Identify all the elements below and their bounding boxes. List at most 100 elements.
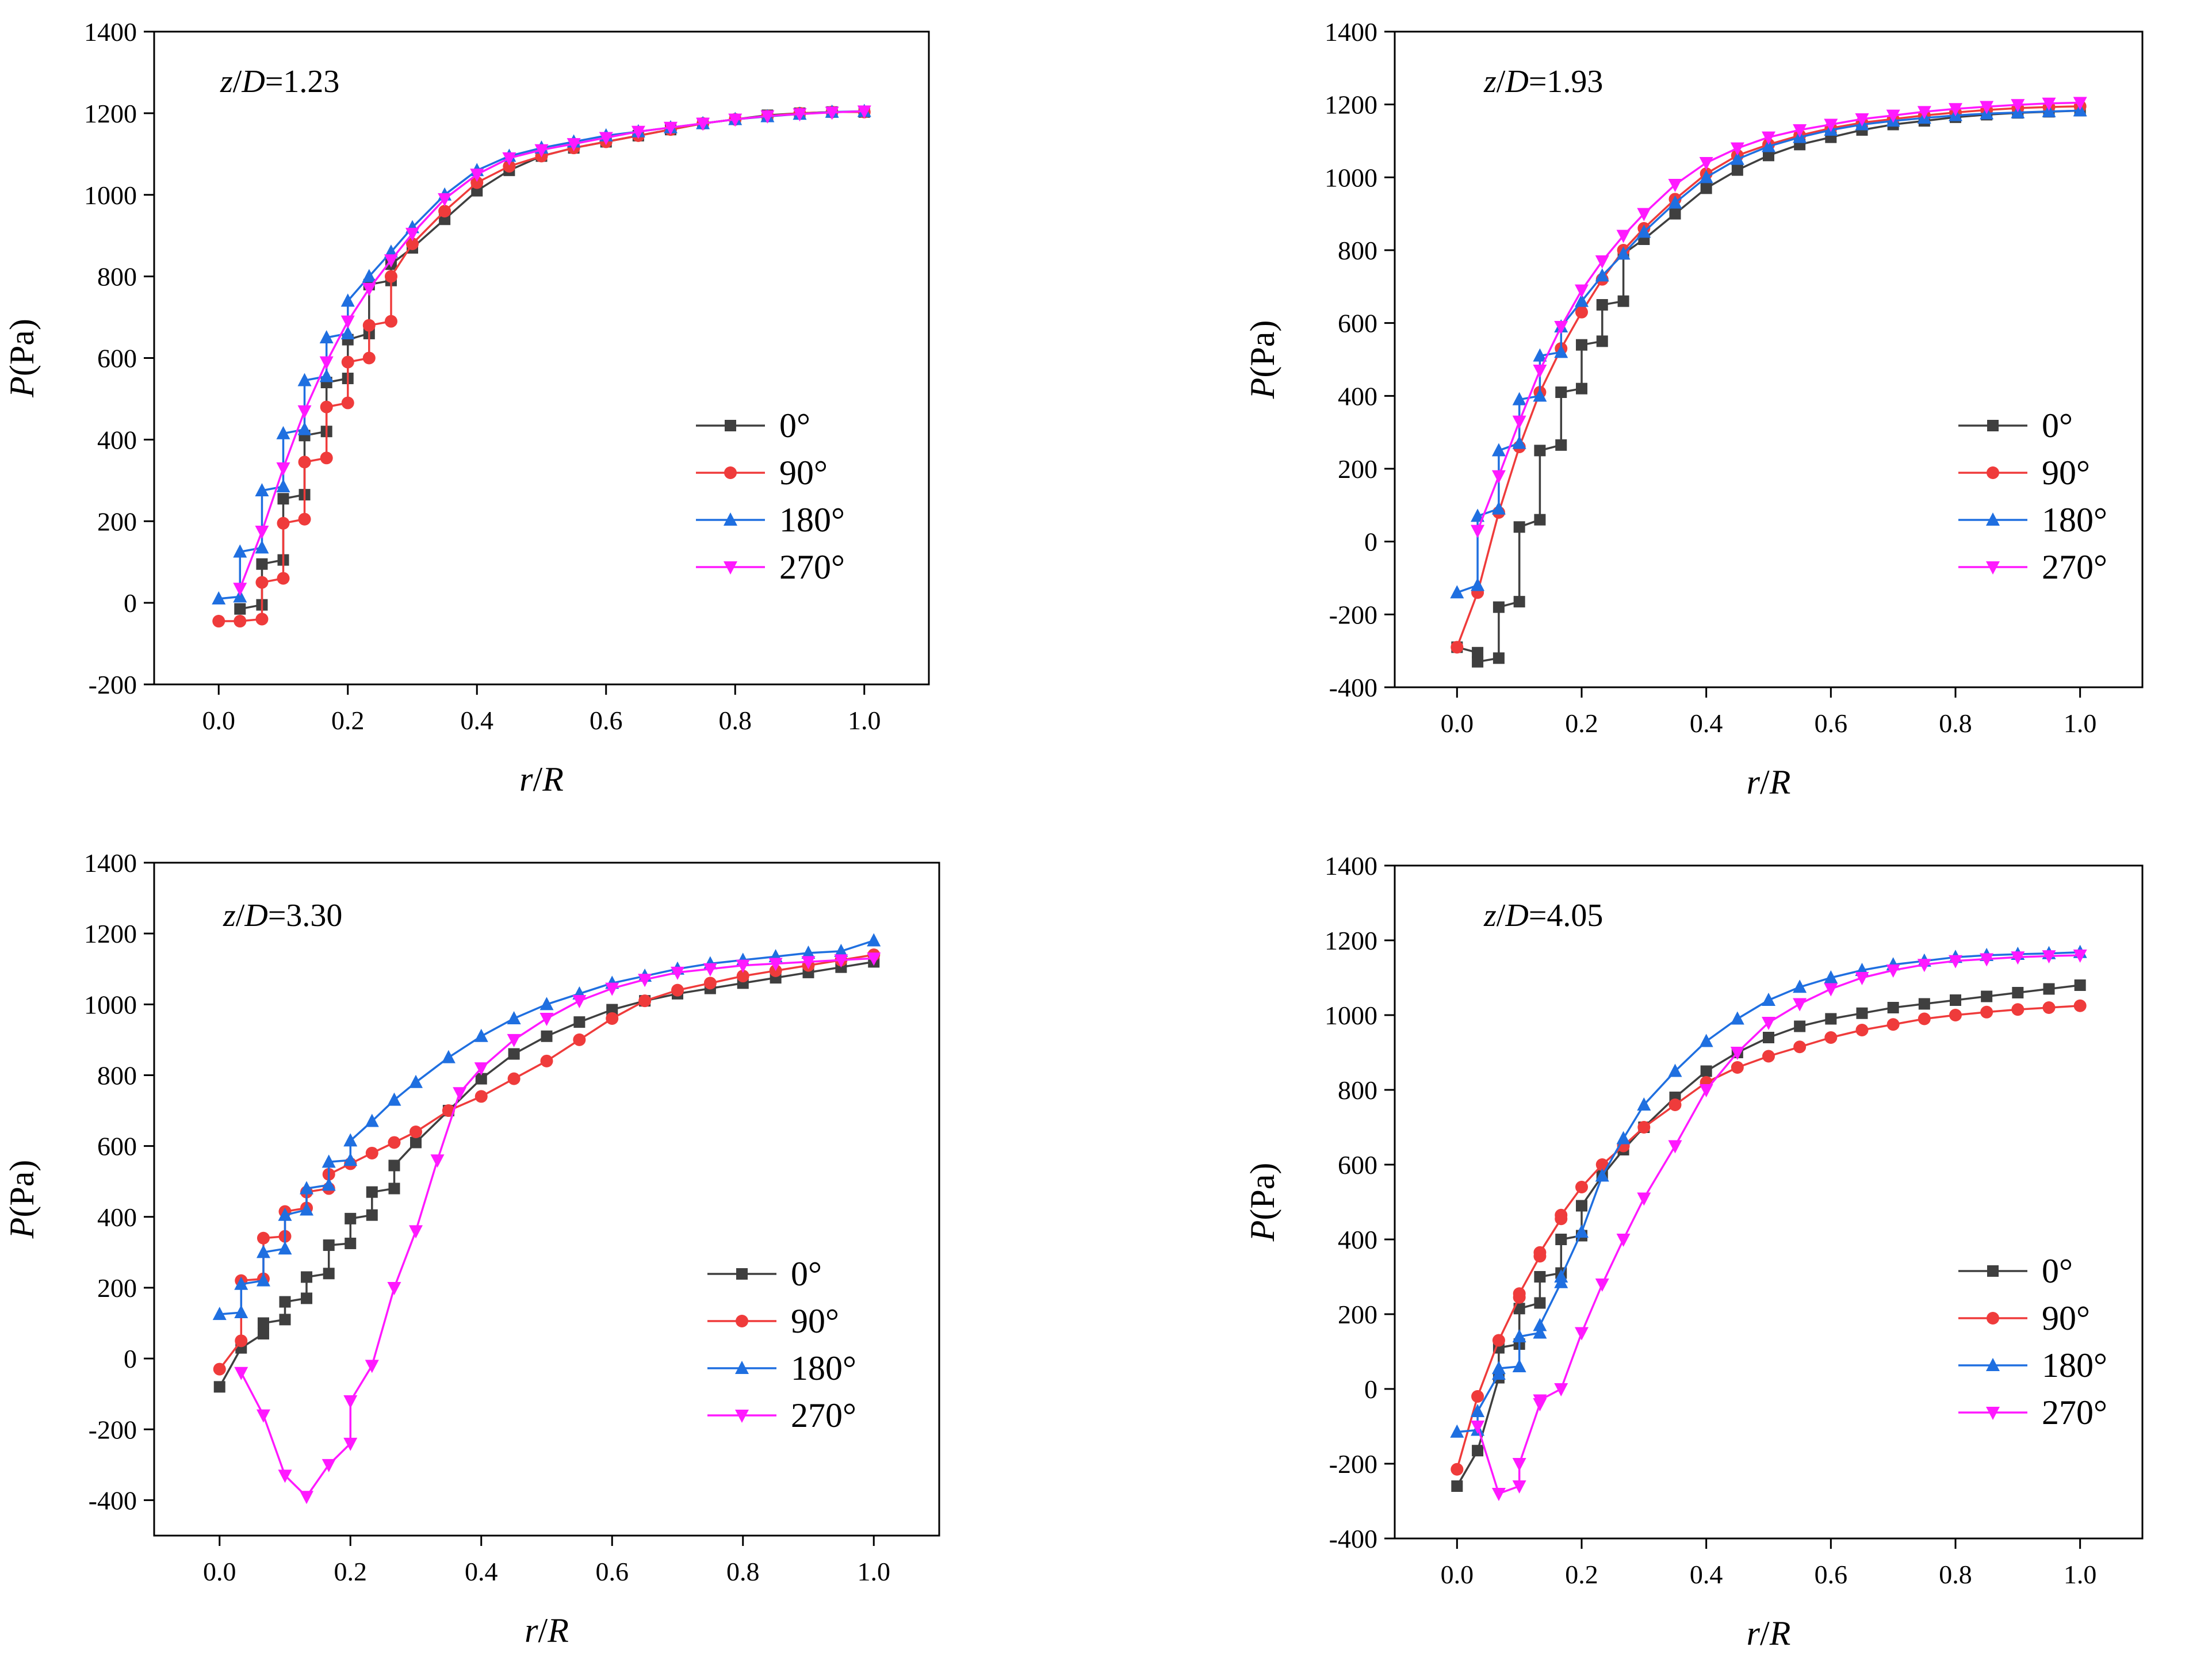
data-point — [341, 355, 354, 369]
legend: 0° 90° 180° 270° — [707, 1255, 856, 1434]
data-point — [1980, 953, 1994, 967]
data-point — [2042, 1001, 2056, 1014]
data-point — [1575, 293, 1589, 307]
data-point — [539, 997, 554, 1011]
data-point — [1492, 652, 1505, 664]
data-point — [1513, 596, 1525, 608]
legend-label: 270° — [791, 1396, 856, 1434]
x-tick-label: 1.0 — [848, 706, 881, 735]
data-point — [365, 1113, 379, 1127]
x-tick-label: 0.6 — [596, 1557, 629, 1586]
data-point — [343, 1153, 358, 1166]
legend: 0° 90° 180° 270° — [696, 407, 845, 586]
series-2 — [212, 105, 871, 628]
x-tick-label: 0.2 — [1565, 1560, 1598, 1589]
data-point — [470, 176, 484, 189]
data-point — [320, 451, 333, 465]
data-point — [365, 1360, 379, 1373]
chart-panel-4: 0.0 0.2 0.4 0.6 0.8 1.0 -400 -200 0 200 400 600 800 1… — [1243, 851, 2144, 1652]
data-point — [508, 1048, 520, 1060]
x-tick-label: 0.2 — [334, 1557, 368, 1586]
plot-area — [1450, 97, 2087, 668]
data-point — [1855, 1024, 1869, 1036]
data-point — [1731, 1061, 1744, 1074]
data-point — [1793, 979, 1807, 993]
data-point — [276, 479, 290, 492]
y-axis-label: P(Pa) — [1243, 320, 1281, 400]
data-point — [1450, 1424, 1464, 1438]
legend-label: 0° — [2042, 407, 2073, 445]
x-label-sep: / — [1760, 1614, 1770, 1652]
data-point — [341, 396, 354, 409]
data-point — [1595, 255, 1609, 269]
data-point — [1555, 1234, 1567, 1245]
data-point — [1980, 1005, 1993, 1019]
series-3 — [212, 104, 871, 605]
data-point — [1554, 321, 1568, 334]
data-point — [300, 1491, 314, 1505]
data-point — [387, 1092, 401, 1106]
data-point — [1554, 1383, 1568, 1396]
x-axis-label: r/R — [1747, 1614, 1791, 1652]
data-point — [233, 583, 247, 596]
plot-area — [212, 933, 881, 1505]
y-label-var: P — [3, 376, 41, 398]
data-point — [1616, 246, 1631, 260]
data-point — [388, 1182, 400, 1195]
series-1 — [1451, 105, 2086, 668]
data-point — [703, 977, 717, 990]
data-point — [278, 1241, 292, 1255]
data-point — [387, 1281, 401, 1295]
data-point — [539, 1012, 554, 1026]
x-label-var: R — [1769, 1614, 1791, 1652]
data-point — [441, 1050, 456, 1063]
y-tick-label: 1000 — [84, 990, 137, 1019]
legend-marker — [725, 420, 736, 431]
data-point — [1762, 993, 1775, 1006]
annotation-var: D — [1505, 64, 1528, 99]
x-label-sep: / — [538, 1612, 548, 1649]
y-tick-label: 200 — [97, 507, 137, 536]
data-point — [1471, 508, 1485, 522]
data-point — [323, 1239, 335, 1251]
data-point — [2011, 99, 2025, 113]
data-point — [1886, 964, 1900, 978]
data-point — [2043, 983, 2055, 995]
plot-frame — [153, 862, 940, 1537]
data-point — [1949, 1009, 1962, 1021]
y-tick-label: 400 — [97, 1203, 137, 1232]
y-axis-label: P(Pa) — [3, 319, 41, 398]
annotation-sep: / — [233, 64, 242, 99]
legend-label: 90° — [779, 454, 828, 492]
data-point — [255, 540, 269, 554]
data-point — [2011, 1003, 2025, 1016]
data-point — [793, 108, 807, 122]
data-point — [1472, 646, 1484, 659]
data-point — [703, 963, 717, 977]
x-tick-label: 0.2 — [331, 706, 365, 735]
data-point — [605, 982, 619, 996]
data-point — [1918, 1012, 1931, 1025]
data-point — [2012, 987, 2024, 998]
x-label-var: r — [519, 760, 533, 798]
data-point — [1668, 1063, 1682, 1077]
legend-marker — [724, 512, 737, 526]
y-tick-label: 0 — [124, 588, 137, 618]
data-point — [1575, 305, 1588, 319]
x-tick-label: 0.0 — [203, 1557, 236, 1586]
data-point — [2073, 97, 2087, 110]
data-point — [1730, 151, 1744, 165]
plot-frame — [1394, 30, 2144, 688]
data-point — [1595, 1279, 1609, 1292]
legend-marker — [1987, 420, 1999, 431]
data-point — [2011, 951, 2025, 965]
legend-label: 180° — [779, 501, 845, 539]
data-point — [1699, 170, 1713, 183]
data-point — [1533, 1325, 1547, 1339]
data-point — [365, 1146, 378, 1159]
data-point — [1886, 1018, 1900, 1031]
legend-marker — [1987, 1265, 1999, 1277]
x-tick-label: 1.0 — [2064, 1560, 2097, 1589]
data-point — [405, 228, 419, 242]
